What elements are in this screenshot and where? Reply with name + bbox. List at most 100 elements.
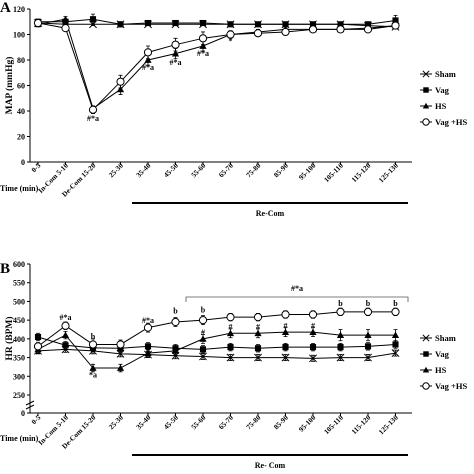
series-line bbox=[37, 336, 396, 350]
legend-marker bbox=[423, 351, 429, 357]
significance-label: b bbox=[173, 306, 178, 315]
legend-marker bbox=[423, 87, 429, 93]
x-tick-label: 105-110 bbox=[323, 413, 346, 436]
x-axis-label: Time (min) bbox=[0, 184, 39, 193]
data-point bbox=[309, 21, 317, 28]
significance-label: b bbox=[338, 299, 343, 308]
recom-bar-label: Re- Com bbox=[255, 461, 286, 470]
data-point bbox=[199, 346, 207, 353]
data-point bbox=[254, 345, 262, 352]
data-point bbox=[198, 316, 208, 325]
data-point bbox=[61, 15, 70, 23]
y-tick-label: 250 bbox=[13, 391, 25, 400]
legend-marker bbox=[422, 366, 430, 373]
y-tick-label: 450 bbox=[13, 316, 25, 325]
data-point bbox=[116, 364, 125, 371]
y-tick-label: 120 bbox=[13, 5, 25, 14]
data-point bbox=[116, 77, 125, 86]
significance-label: #*a bbox=[142, 316, 154, 325]
y-tick-label: 550 bbox=[13, 279, 25, 288]
data-point bbox=[199, 352, 207, 361]
legend-marker bbox=[422, 334, 430, 342]
panel-letter: B bbox=[0, 261, 10, 277]
significance-label: # bbox=[284, 321, 288, 330]
data-point bbox=[199, 42, 207, 49]
significance-label: *a bbox=[89, 370, 97, 379]
x-tick-label: 95-100 bbox=[297, 413, 317, 433]
x-tick-label: 125-130 bbox=[377, 161, 400, 184]
data-point bbox=[392, 17, 399, 24]
data-point bbox=[144, 349, 152, 356]
data-point bbox=[226, 329, 235, 337]
legend-label: Sham bbox=[435, 333, 456, 343]
series-line bbox=[37, 22, 396, 111]
data-point bbox=[172, 19, 179, 27]
data-point bbox=[254, 21, 262, 28]
data-point bbox=[364, 21, 372, 28]
data-point bbox=[33, 342, 43, 351]
x-tick-label: 0-5 bbox=[30, 413, 43, 426]
data-point bbox=[116, 85, 125, 93]
data-point bbox=[227, 344, 234, 351]
y-tick-label: 300 bbox=[13, 372, 25, 381]
data-point bbox=[336, 307, 345, 317]
data-point bbox=[144, 343, 152, 350]
y-tick-label: 350 bbox=[13, 354, 25, 363]
x-tick-label: 75-80 bbox=[245, 161, 263, 179]
data-point bbox=[226, 353, 235, 362]
legend-label: Vag bbox=[435, 349, 450, 359]
data-point bbox=[281, 27, 290, 37]
x-tick-label: 65-70 bbox=[217, 413, 235, 431]
legend-label: Vag +HS bbox=[435, 117, 467, 127]
data-point bbox=[226, 30, 235, 39]
data-point bbox=[253, 29, 263, 38]
data-point bbox=[391, 21, 400, 30]
x-tick-label: 35-40 bbox=[135, 161, 153, 179]
series-line bbox=[37, 331, 396, 369]
data-point bbox=[88, 340, 98, 349]
significance-label: # bbox=[201, 328, 205, 337]
x-tick-label: 115-120 bbox=[350, 161, 373, 184]
legend-label: Sham bbox=[435, 69, 456, 79]
x-tick-label: 25-30 bbox=[107, 413, 125, 431]
significance-bracket-label: #*a bbox=[291, 284, 303, 293]
data-point bbox=[281, 328, 290, 335]
x-tick-label: 65-70 bbox=[217, 161, 235, 179]
data-point bbox=[89, 16, 97, 23]
significance-bracket bbox=[185, 296, 409, 302]
significance-label: #*a bbox=[142, 63, 154, 72]
data-point bbox=[89, 364, 97, 371]
series-line bbox=[37, 311, 396, 347]
data-point bbox=[282, 21, 289, 28]
data-point bbox=[336, 353, 345, 362]
data-point bbox=[117, 21, 124, 28]
data-point bbox=[337, 344, 344, 351]
x-tick-label: 115-120 bbox=[350, 413, 373, 436]
data-point bbox=[171, 317, 180, 327]
x-tick-label: 45-50 bbox=[162, 161, 180, 179]
data-point bbox=[363, 25, 373, 34]
significance-label: b bbox=[366, 299, 371, 308]
significance-label: * bbox=[229, 36, 233, 45]
data-point bbox=[253, 313, 263, 322]
significance-label: b bbox=[201, 306, 206, 315]
y-axis-label: MAP (mmHg) bbox=[4, 57, 15, 115]
data-point bbox=[336, 25, 345, 34]
x-tick-label: 25-30 bbox=[107, 161, 125, 179]
legend-label: Vag bbox=[435, 85, 450, 95]
data-point bbox=[391, 331, 400, 338]
recom-bar-label: Re-Com bbox=[256, 209, 285, 218]
x-tick-label: 55-60 bbox=[190, 161, 208, 179]
significance-label: #*a bbox=[87, 114, 99, 123]
y-tick-label: 60 bbox=[17, 82, 25, 91]
data-point bbox=[171, 50, 180, 57]
significance-label: #*a bbox=[60, 313, 72, 322]
x-tick-label: 55-60 bbox=[190, 413, 208, 431]
data-point bbox=[309, 354, 317, 363]
data-point bbox=[254, 329, 262, 337]
series-line bbox=[38, 18, 396, 25]
data-point bbox=[364, 331, 372, 338]
data-point bbox=[61, 24, 70, 33]
y-tick-label: 80 bbox=[17, 56, 25, 65]
